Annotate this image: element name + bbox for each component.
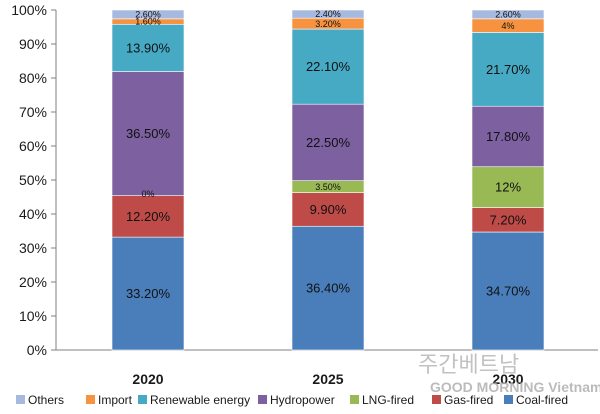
y-tick-label: 30% [19,240,47,256]
data-label: 7.20% [490,212,527,227]
data-label: 12.20% [126,209,171,224]
chart-data-labels: 33.20%12.20%0%36.50%13.90%1.60%2.60%36.4… [126,9,531,301]
data-label: 2.60% [495,10,521,20]
data-label: 12% [495,180,521,195]
legend-label: Gas-fired [444,393,493,407]
bar-segment [471,105,545,168]
watermark-brand-text: GOOD MORNING Vietnam [430,379,600,395]
data-label: 1.60% [135,17,161,27]
legend-label: Hydropower [270,393,335,407]
legend-swatch [86,395,95,404]
bar-segment [111,9,185,20]
data-label: 3.20% [315,19,341,29]
legend-label: Coal-fired [516,393,568,407]
bar-segment [471,231,545,351]
data-label: 22.50% [306,135,351,150]
x-category-label: 2030 [492,371,523,387]
data-label: 21.70% [486,62,531,77]
legend-swatch [504,395,513,404]
legend-label: Import [98,393,133,407]
data-label: 33.20% [126,286,171,301]
legend-swatch [258,395,267,404]
legend-label: LNG-fired [362,393,414,407]
legend-swatch [350,395,359,404]
y-tick-label: 40% [19,206,47,222]
y-tick-label: 70% [19,104,47,120]
bar-segment [111,195,185,238]
data-label: 34.70% [486,284,531,299]
y-tick-label: 80% [19,70,47,86]
legend-swatch [138,395,147,404]
data-label: 36.50% [126,126,171,141]
legend-label: Others [28,393,64,407]
bar-segment [111,236,185,351]
data-label: 4% [501,21,514,31]
x-category-label: 2020 [132,371,163,387]
bar-segment [111,23,185,72]
data-label: 13.90% [126,40,171,55]
y-tick-label: 50% [19,172,47,188]
y-tick-label: 60% [19,138,47,154]
bar-segment [291,192,365,227]
data-label: 2.40% [315,9,341,19]
chart-axes: 0% 10% 20% 30% 40% 50% 60% 70% 80% 90% 100% 2020 202… [11,2,598,387]
x-category-label: 2025 [312,371,343,387]
watermark-logo: 주간베트남 GOOD MORNING Vietnam [418,352,600,395]
y-tick-label: 20% [19,274,47,290]
legend-label: Renewable energy [150,393,250,407]
watermark-korean-text: 주간베트남 [418,352,519,377]
data-label: 36.40% [306,281,351,296]
bar-segment [291,103,365,181]
bar-segment [291,225,365,351]
y-tick-label: 90% [19,36,47,52]
bar-segment [291,9,365,19]
legend-swatch [432,395,441,404]
data-label: 0% [141,189,154,199]
bar-segment [291,28,365,105]
data-label: 22.10% [306,59,351,74]
bar-segment [111,71,185,196]
data-label: 2.60% [135,10,161,20]
chart-legend: Others Import Renewable energy Hydropower LN… [16,393,568,407]
data-label: 17.80% [486,129,531,144]
bar-segment [471,9,545,20]
data-label: 9.90% [310,202,347,217]
legend-swatch [16,395,25,404]
data-label: 3.50% [315,182,341,192]
y-tick-label: 100% [11,2,47,18]
chart-bars [111,9,545,351]
y-tick-label: 10% [19,308,47,324]
bar-segment [471,32,545,107]
y-tick-label: 0% [27,342,47,358]
